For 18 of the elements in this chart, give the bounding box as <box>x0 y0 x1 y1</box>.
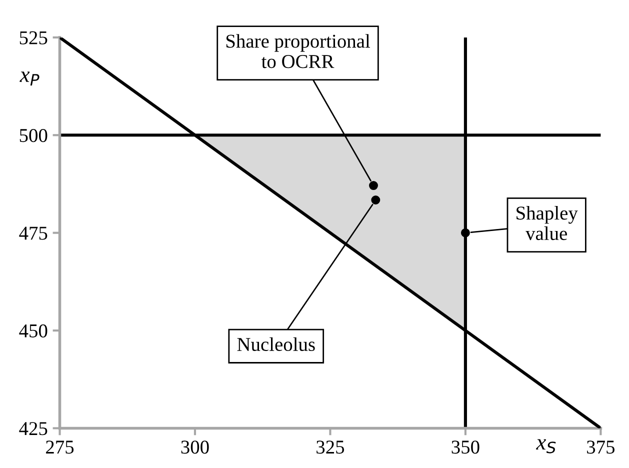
x-tick-label: 300 <box>181 440 209 454</box>
y-tick-label: 425 <box>19 422 48 436</box>
x-tick-label: 275 <box>46 440 74 454</box>
point <box>371 196 380 205</box>
x-tick-label: 350 <box>452 440 480 454</box>
x-tick-label: 375 <box>587 440 615 454</box>
point <box>460 228 470 238</box>
y-tick-label: 475 <box>19 226 48 240</box>
y-tick-label: 500 <box>20 128 48 142</box>
x-tick-label: 325 <box>316 440 344 454</box>
y-axis-title: x$_{P}$ <box>20 72 40 86</box>
x-axis-title: x$_{S}$ <box>536 439 556 454</box>
point <box>369 181 378 190</box>
annotation: Shapley value <box>516 206 578 240</box>
y-tick-label: 525 <box>20 31 48 44</box>
annotation: Share proportional to OCRR <box>226 34 370 68</box>
annotation: Nucleolus <box>237 337 315 352</box>
y-tick-label: 450 <box>19 324 48 338</box>
